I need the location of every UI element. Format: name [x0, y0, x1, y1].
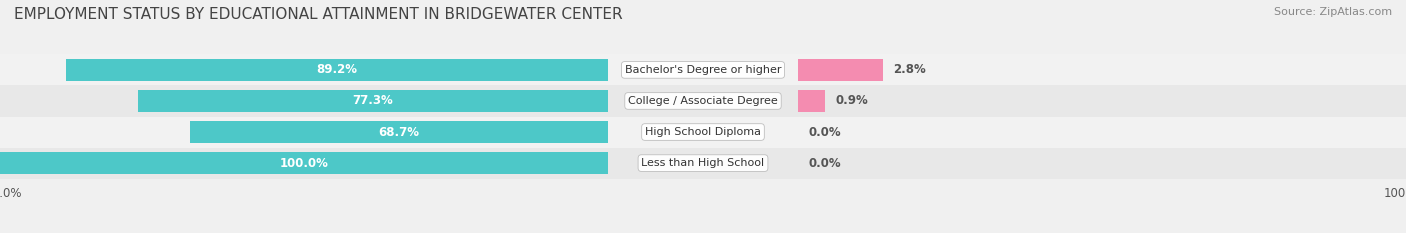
Text: EMPLOYMENT STATUS BY EDUCATIONAL ATTAINMENT IN BRIDGEWATER CENTER: EMPLOYMENT STATUS BY EDUCATIONAL ATTAINM… — [14, 7, 623, 22]
Text: High School Diploma: High School Diploma — [645, 127, 761, 137]
Text: 77.3%: 77.3% — [353, 94, 394, 107]
Bar — [66, 59, 609, 81]
Text: 0.0%: 0.0% — [808, 126, 841, 139]
Text: 100.0%: 100.0% — [280, 157, 329, 170]
Bar — [0, 147, 1406, 179]
Text: 0.9%: 0.9% — [835, 94, 869, 107]
Text: Less than High School: Less than High School — [641, 158, 765, 168]
Bar — [190, 121, 609, 143]
Text: 0.0%: 0.0% — [808, 157, 841, 170]
Text: Source: ZipAtlas.com: Source: ZipAtlas.com — [1274, 7, 1392, 17]
Text: 68.7%: 68.7% — [378, 126, 420, 139]
Bar — [0, 54, 1406, 86]
Text: 89.2%: 89.2% — [316, 63, 357, 76]
Text: Bachelor's Degree or higher: Bachelor's Degree or higher — [624, 65, 782, 75]
Bar — [0, 86, 1406, 116]
Bar — [799, 90, 825, 112]
Bar — [138, 90, 609, 112]
Text: 2.8%: 2.8% — [894, 63, 927, 76]
Text: College / Associate Degree: College / Associate Degree — [628, 96, 778, 106]
Bar — [0, 152, 609, 174]
Bar — [799, 59, 883, 81]
Bar — [0, 116, 1406, 147]
